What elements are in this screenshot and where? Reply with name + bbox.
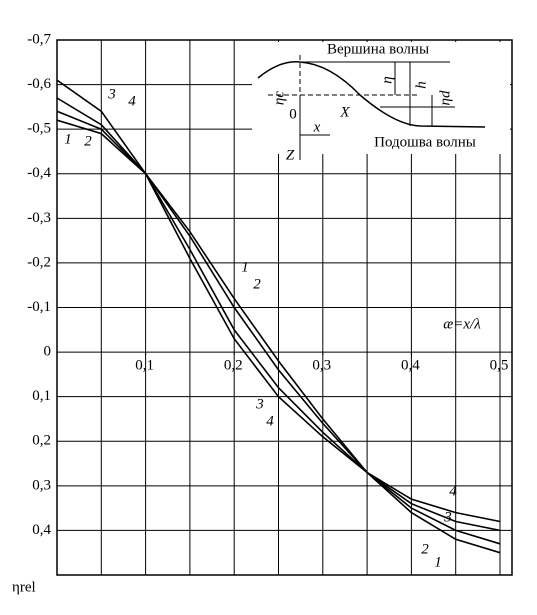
y-tick-label: -0,3 (27, 210, 51, 226)
inset-h: h (413, 81, 429, 89)
series-label: 1 (434, 554, 442, 570)
inset-eta: η (379, 76, 395, 83)
x-tick-label: 0,3 (312, 358, 331, 374)
x-tick-label: 0,2 (224, 358, 243, 374)
y-tick-label: 0,2 (32, 433, 51, 449)
series-label: 3 (107, 86, 116, 102)
series-label: 1 (64, 131, 72, 147)
y-tick-label: -0,7 (27, 31, 51, 47)
series-label: 1 (241, 259, 249, 275)
inset-eta-c: ηc (271, 91, 287, 105)
y-tick-label: 0,3 (32, 477, 51, 493)
series-line (56, 110, 501, 545)
inset-wave (257, 61, 486, 128)
y-tick-label: 0,1 (32, 388, 51, 404)
inset-x: x (313, 119, 321, 135)
series-label: 3 (255, 396, 264, 412)
x-tick-label: 0,1 (135, 358, 154, 374)
series-label: 4 (449, 483, 457, 499)
series-label: 2 (421, 541, 429, 557)
series-label: 4 (128, 93, 136, 109)
inset-Z: Z (286, 147, 295, 163)
y-tick-label: -0,2 (27, 254, 51, 270)
x-tick-label: 0,5 (490, 358, 509, 374)
series-label: 2 (253, 276, 261, 292)
series-label: 4 (266, 413, 274, 429)
annotation: æ=x/λ (443, 316, 481, 332)
series-line (56, 119, 501, 554)
y-tick-label: 0 (44, 344, 52, 360)
y-tick-label: -0,6 (27, 76, 51, 92)
y-axis-label: ηrel (12, 579, 36, 595)
y-tick-label: -0,5 (27, 121, 51, 137)
series-line (56, 97, 501, 532)
series-label: 2 (84, 133, 92, 149)
inset-trough-label: Подошва волны (374, 134, 476, 150)
x-tick-label: 0,4 (401, 358, 420, 374)
inset: Вершина волны Подошва волны ηc η h ηd 0 … (252, 41, 510, 163)
y-tick-label: -0,4 (27, 165, 51, 181)
inset-X: X (339, 104, 350, 120)
inset-box (252, 42, 510, 154)
series-line (56, 79, 501, 523)
y-tick-label: 0,4 (32, 522, 51, 538)
inset-eta-d: ηd (437, 90, 453, 105)
inset-crest-label: Вершина волны (327, 41, 429, 57)
inset-origin: 0 (289, 106, 297, 122)
y-tick-label: -0,1 (27, 299, 51, 315)
series-label: 3 (443, 509, 452, 525)
